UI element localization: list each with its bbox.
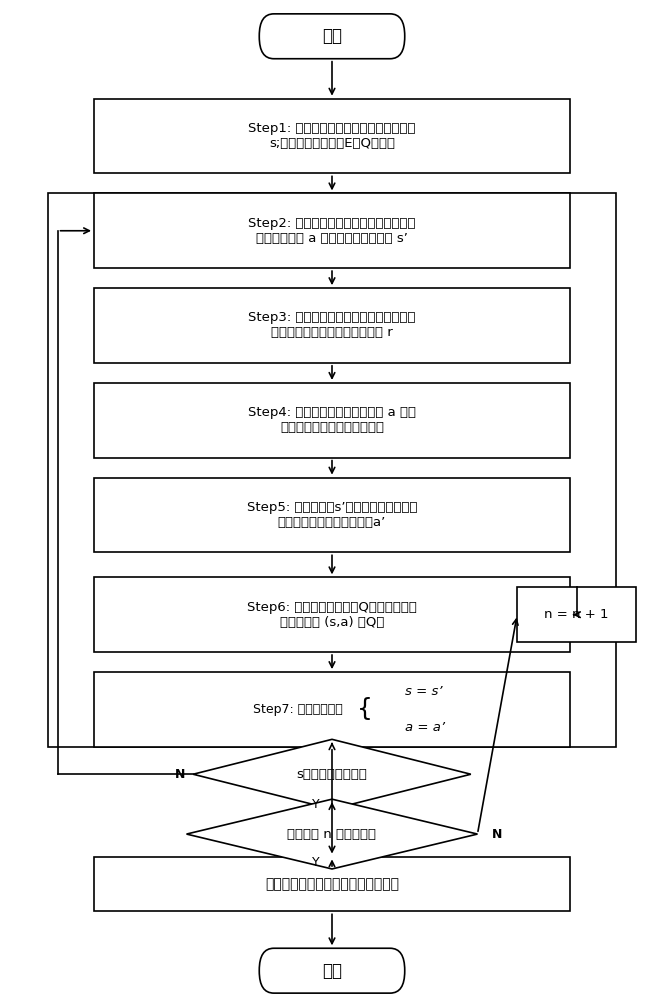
Text: Step4: 引入效用迹函数提取动作 a 的效
用，并将结果传递给启发函数: Step4: 引入效用迹函数提取动作 a 的效 用，并将结果传递给启发函数	[248, 406, 416, 434]
FancyBboxPatch shape	[94, 478, 570, 552]
FancyBboxPatch shape	[517, 587, 636, 642]
FancyBboxPatch shape	[94, 857, 570, 911]
Text: a = a’: a = a’	[405, 721, 445, 734]
Text: Step2: 利用贪婪决策从离散的出库流量集
合中选取动作 a 得到下一时段初水位 s’: Step2: 利用贪婪决策从离散的出库流量集 合中选取动作 a 得到下一时段初水…	[248, 217, 416, 245]
FancyBboxPatch shape	[94, 383, 570, 458]
Polygon shape	[187, 799, 477, 869]
Text: Y: Y	[311, 856, 319, 869]
Text: 开始: 开始	[322, 27, 342, 45]
Text: N: N	[492, 828, 503, 841]
Text: n = n + 1: n = n + 1	[544, 608, 609, 621]
FancyBboxPatch shape	[94, 193, 570, 268]
FancyBboxPatch shape	[94, 672, 570, 747]
Text: N: N	[175, 768, 185, 781]
Polygon shape	[193, 739, 471, 809]
FancyBboxPatch shape	[94, 288, 570, 363]
Text: Y: Y	[311, 798, 319, 811]
FancyBboxPatch shape	[259, 948, 405, 993]
FancyBboxPatch shape	[94, 99, 570, 173]
Text: Step6: 效用迹函数作用于Q值函数，并更
新上一阶段 (s,a) 的Q值: Step6: 效用迹函数作用于Q值函数，并更 新上一阶段 (s,a) 的Q值	[247, 601, 417, 629]
Text: Step7: 状态动作转换: Step7: 状态动作转换	[253, 703, 343, 716]
Bar	[48, 193, 616, 747]
Text: Step5: 在新的状态s’下，启发函数作用于
贪婪决策，并选取新的动作a’: Step5: 在新的状态s’下，启发函数作用于 贪婪决策，并选取新的动作a’	[247, 501, 417, 529]
Text: s = s’: s = s’	[405, 685, 442, 698]
Text: Step1: 设置算法基本参数、初始水位状态
s;初始化效用迹矩阵E和Q值矩阵: Step1: 设置算法基本参数、初始水位状态 s;初始化效用迹矩阵E和Q值矩阵	[248, 122, 416, 150]
Text: 迭代轮数 n 是否完成？: 迭代轮数 n 是否完成？	[288, 828, 376, 841]
Text: {: {	[357, 697, 373, 721]
Text: 输出满足生态发电多目标的最优策略: 输出满足生态发电多目标的最优策略	[265, 877, 399, 891]
FancyBboxPatch shape	[94, 577, 570, 652]
Text: 结束: 结束	[322, 962, 342, 980]
Text: Step3: 根据选取的动作得到当前阶段发电
量贴近度与生态流量贴近度之和 r: Step3: 根据选取的动作得到当前阶段发电 量贴近度与生态流量贴近度之和 r	[248, 311, 416, 339]
Text: s是否为最终状态？: s是否为最终状态？	[297, 768, 367, 781]
FancyBboxPatch shape	[259, 14, 405, 59]
